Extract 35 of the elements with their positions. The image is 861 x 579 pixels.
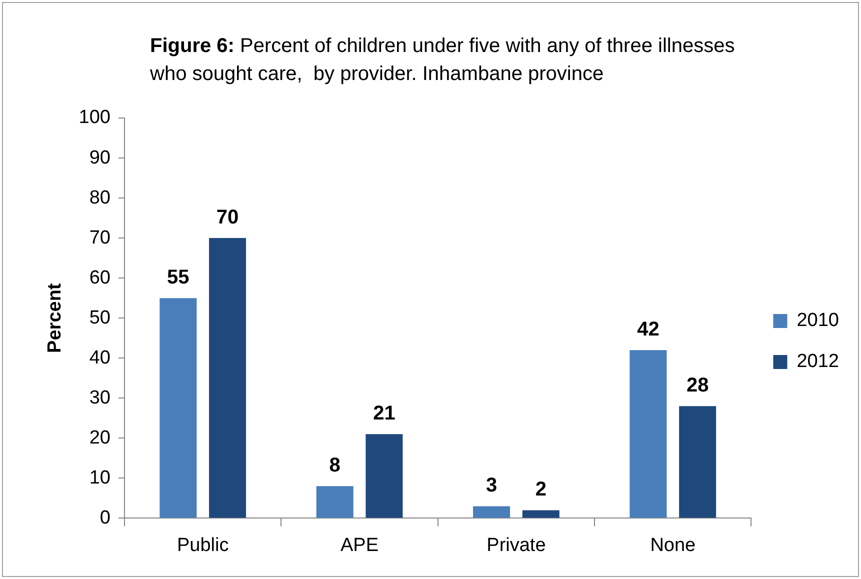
y-tick-label: 80 — [89, 187, 110, 208]
data-label: 28 — [686, 374, 709, 397]
data-label: 42 — [637, 318, 660, 341]
bar — [366, 434, 403, 518]
bar — [522, 510, 560, 518]
x-tick-label: Public — [176, 534, 229, 556]
y-tick-label: 30 — [89, 387, 110, 408]
data-label: 8 — [329, 454, 340, 477]
x-tick-label: None — [650, 534, 696, 556]
y-tick-label: 100 — [78, 107, 110, 128]
bar — [209, 238, 246, 518]
y-tick-label: 50 — [89, 307, 110, 328]
x-tick-label: APE — [340, 534, 379, 556]
y-tick-label: 0 — [100, 507, 110, 528]
y-tick-label: 60 — [89, 267, 110, 288]
bar — [679, 406, 716, 518]
y-tick-label: 40 — [89, 347, 110, 368]
data-label: 55 — [167, 266, 190, 289]
y-tick-label: 20 — [89, 427, 110, 448]
data-label: 3 — [486, 474, 498, 497]
bar — [316, 486, 354, 518]
legend-label: 2010 — [796, 310, 840, 332]
bar — [160, 298, 197, 518]
data-label: 21 — [373, 402, 396, 425]
y-tick-label: 10 — [89, 467, 110, 488]
y-tick-label: 70 — [89, 227, 110, 248]
bar — [473, 506, 510, 518]
y-axis-title: Percent — [44, 282, 66, 353]
legend-label: 2012 — [796, 351, 840, 372]
data-label: 2 — [535, 478, 546, 501]
data-label: 70 — [216, 206, 239, 229]
y-tick-label: 90 — [89, 147, 110, 168]
chart-title: Figure 6: Percent of children under five with any of three illnesses who sought care, by provider. Inhambane province — [150, 34, 736, 87]
x-tick-label: Private — [486, 534, 546, 556]
bar — [630, 350, 667, 518]
